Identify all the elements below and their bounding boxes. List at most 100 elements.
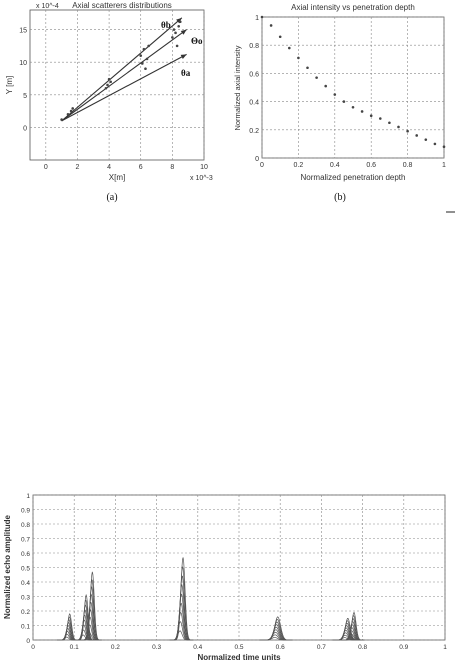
intensity-chart: 0 0.2 0.4 0.6 0.8 1 0 0.2 0.4 0.6 0.8 1 Axial inte… [233,3,446,203]
chartC-y-tick-label: 0.7 [21,537,30,544]
scatterer-point [177,25,180,28]
chartC-y-tick-label: 0.3 [21,595,30,602]
scatterer-point [172,28,176,31]
echo-pulse-line [79,571,102,641]
chartB-y-tick-label: 0.4 [249,100,259,107]
scatterers-y-exponent: x 10^-4 [36,3,59,10]
intensity-point [406,129,409,133]
scatterers-rays [61,17,187,122]
chartC-x-tick-label: 0.7 [317,644,326,651]
chartA-y-tick-label: 5 [23,93,27,100]
chartA-x-tick-label: 8 [170,164,174,171]
echo-chart: 0 0.1 0.2 0.3 0.4 0.5 0.6 0.7 0.8 0.9 1 0 0.1 0.2 0.3… [3,493,447,662]
scatterer-point [142,47,146,51]
chartC-x-tick-label: 0.4 [193,644,202,651]
caption-a: (a) [106,192,117,203]
scatterers-points [60,20,182,121]
chartB-x-tick-label: 0 [260,162,264,169]
scatterer-point [60,118,63,121]
chartA-x-tick-label: 10 [200,164,208,171]
chartC-y-tick-label: 1 [26,493,30,500]
intensity-title: Axial intensity vs penetration depth [291,3,415,12]
chartC-y-tick-label: 0.8 [21,522,30,529]
chartC-x-tick-label: 0.1 [70,644,79,651]
echo-pulse-line [169,557,194,641]
intensity-point [415,134,419,137]
scatterers-title: Axial scatterers distributions [72,1,172,10]
chartB-y-tick-label: 0.8 [249,43,259,50]
chartC-x-tick-label: 0.9 [399,644,408,651]
scatterers-chart: 0 2 4 6 8 10 0 5 10 15 Axial scatterers distribu… [5,1,213,203]
chartC-x-tick-label: 0.2 [111,644,120,651]
intensity-point [351,105,355,109]
echo-grid [32,494,446,641]
scatterers-ray-arrowhead [176,17,182,24]
echo-pulse-lines [57,557,365,641]
intensity-point [324,84,328,88]
scatterers-x-ticks: 0 2 4 6 8 10 [44,164,208,171]
scatterer-point [104,86,108,90]
chartC-x-tick-label: 0 [31,644,35,651]
intensity-point [369,114,373,117]
scatterer-point [174,31,177,35]
chartC-y-tick-label: 0.2 [21,609,30,616]
intensity-grid [261,16,445,159]
scatterers-ray-arrowhead [180,29,187,35]
scatterer-point [175,44,179,48]
chartC-y-tick-label: 0 [26,638,30,645]
intensity-x-ticks: 0 0.2 0.4 0.6 0.8 1 [260,162,446,169]
chartB-y-tick-label: 0.2 [249,128,259,135]
chartC-y-tick-label: 0.4 [21,580,30,587]
chartA-y-tick-label: 15 [19,28,27,35]
scatterers-y-label: Y [m] [5,76,14,95]
scatterers-plot-frame [29,9,205,161]
chartB-x-tick-label: 0.8 [403,162,413,169]
scatterers-ray [61,17,183,122]
intensity-y-ticks: 0 0.2 0.4 0.6 0.8 1 [249,15,259,163]
intensity-point [442,145,446,149]
chartA-x-tick-label: 0 [44,164,48,171]
intensity-plot-frame [261,16,445,159]
intensity-point [433,142,437,146]
intensity-point [260,15,264,19]
chartB-x-tick-label: 0.6 [366,162,376,169]
chartC-x-tick-label: 0.6 [276,644,285,651]
intensity-point [315,76,318,79]
scatterer-point [106,83,109,87]
intensity-point [333,93,337,96]
chartA-x-tick-label: 4 [107,164,111,171]
echo-pulse-line [340,611,365,641]
intensity-point [288,46,291,50]
theta-a-label: θa [181,68,191,78]
intensity-point [360,110,364,113]
scatterer-point [141,62,144,65]
theta-b-label: θb [161,20,171,30]
intensity-point [388,121,391,125]
scatterer-point [171,36,174,39]
intensity-point [379,117,382,120]
caption-b: (b) [334,192,346,203]
intensity-points [260,15,446,149]
chartB-y-tick-label: 1 [255,15,259,22]
intensity-point [269,24,273,27]
chartC-y-tick-label: 0.6 [21,551,30,558]
scatterer-point [109,80,112,84]
intensity-point [306,66,309,70]
echo-pulse-line [73,593,96,641]
scatterer-point [147,44,150,48]
scatterer-point [69,109,73,113]
echo-x-label: Normalized time units [197,653,281,662]
scatterer-point [71,107,75,110]
chartA-x-tick-label: 6 [139,164,143,171]
chartC-x-tick-label: 0.8 [358,644,367,651]
chartC-y-tick-label: 0.5 [21,566,30,573]
chartC-y-tick-label: 0.9 [21,508,30,515]
chartC-y-tick-label: 0.1 [21,624,30,631]
scatterers-ray [61,53,187,122]
intensity-x-label: Normalized penetration depth [301,173,406,182]
intensity-point [278,35,282,39]
chartB-x-tick-label: 0.4 [330,162,340,169]
intensity-point [297,56,300,60]
chartA-x-tick-label: 2 [76,164,80,171]
intensity-y-label: Normalized axial intensity [233,45,242,130]
